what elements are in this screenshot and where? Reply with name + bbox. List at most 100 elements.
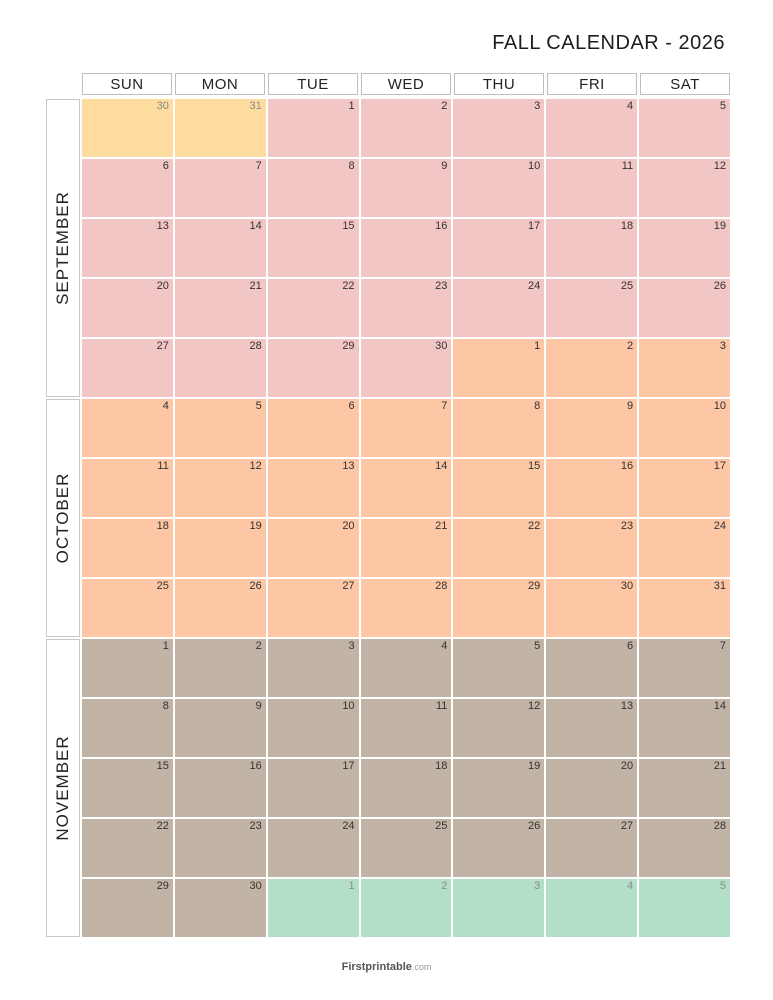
day-number: 21 [435, 520, 448, 532]
day-number: 16 [249, 760, 262, 772]
day-cell: 21 [360, 519, 452, 577]
day-number: 4 [627, 880, 634, 892]
day-number: 2 [441, 880, 448, 892]
day-number: 14 [249, 220, 262, 232]
day-cell: 29 [453, 579, 545, 637]
day-number: 3 [719, 340, 726, 352]
day-cell: 27 [546, 819, 638, 877]
weekday-header-sun: SUN [82, 73, 172, 95]
day-number: 18 [620, 220, 634, 232]
day-number: 2 [441, 100, 448, 112]
day-cell: 23 [546, 519, 638, 577]
day-cell: 4 [82, 399, 173, 457]
day-number: 13 [620, 700, 634, 712]
day-cell: 7 [360, 399, 452, 457]
day-cell: 3 [453, 99, 545, 157]
day-number: 15 [528, 460, 541, 472]
day-cell: 17 [639, 459, 730, 517]
day-number: 31 [713, 580, 726, 592]
day-cell: 1 [453, 339, 545, 397]
month-label-november: NOVEMBER [46, 639, 80, 937]
weekday-header-fri: FRI [547, 73, 637, 95]
day-number: 24 [528, 280, 541, 292]
footer-brand: Firstprintable.com [0, 961, 773, 973]
day-cell: 6 [82, 159, 173, 217]
day-cell: 26 [639, 279, 730, 337]
day-cell: 30 [546, 579, 638, 637]
day-cell: 9 [546, 399, 638, 457]
day-cell: 11 [360, 699, 452, 757]
day-number: 1 [348, 880, 355, 892]
day-cell: 30 [82, 99, 173, 157]
day-number: 6 [627, 640, 634, 652]
day-cell: 14 [174, 219, 266, 277]
day-number: 17 [713, 460, 726, 472]
day-number: 20 [620, 760, 634, 772]
day-cell: 12 [453, 699, 545, 757]
day-number: 18 [435, 760, 448, 772]
day-number: 11 [621, 160, 634, 172]
day-number: 5 [255, 400, 262, 412]
day-cell: 15 [82, 759, 173, 817]
day-number: 19 [249, 520, 262, 532]
day-cell: 30 [360, 339, 452, 397]
day-number: 26 [713, 280, 726, 292]
brand-domain: .com [411, 962, 432, 972]
day-number: 12 [528, 700, 541, 712]
day-cell: 1 [82, 639, 173, 697]
day-cell: 10 [453, 159, 545, 217]
day-number: 28 [249, 340, 262, 352]
day-number: 8 [534, 400, 541, 412]
day-number: 26 [249, 580, 262, 592]
day-number: 8 [348, 160, 355, 172]
day-cell: 16 [360, 219, 452, 277]
month-name: OCTOBER [53, 472, 72, 564]
day-cell: 13 [82, 219, 173, 277]
day-cell: 5 [639, 99, 730, 157]
day-cell: 6 [267, 399, 359, 457]
day-cell: 10 [267, 699, 359, 757]
day-cell: 5 [453, 639, 545, 697]
day-cell: 10 [639, 399, 730, 457]
day-number: 27 [156, 340, 169, 352]
month-name: NOVEMBER [53, 735, 72, 841]
day-cell: 7 [174, 159, 266, 217]
day-cell: 1 [267, 99, 359, 157]
day-number: 5 [719, 100, 726, 112]
day-number: 23 [435, 280, 448, 292]
day-cell: 23 [174, 819, 266, 877]
day-number: 21 [249, 280, 262, 292]
day-cell: 18 [82, 519, 173, 577]
day-cell: 17 [453, 219, 545, 277]
day-cell: 22 [267, 279, 359, 337]
day-cell: 5 [639, 879, 730, 937]
day-number: 14 [713, 700, 726, 712]
day-number: 26 [528, 820, 541, 832]
day-number: 21 [713, 760, 726, 772]
day-cell: 13 [267, 459, 359, 517]
day-cell: 9 [360, 159, 452, 217]
day-number: 3 [534, 880, 541, 892]
day-number: 15 [342, 220, 355, 232]
day-number: 22 [528, 520, 541, 532]
day-cell: 8 [453, 399, 545, 457]
day-number: 10 [713, 400, 726, 412]
day-cell: 2 [360, 99, 452, 157]
day-number: 15 [156, 760, 169, 772]
day-cell: 12 [174, 459, 266, 517]
day-cell: 1 [267, 879, 359, 937]
day-number: 30 [156, 100, 169, 112]
day-number: 17 [342, 760, 355, 772]
day-number: 20 [342, 520, 355, 532]
day-number: 12 [249, 460, 262, 472]
day-number: 9 [441, 160, 448, 172]
day-number: 2 [255, 640, 262, 652]
day-number: 5 [534, 640, 541, 652]
day-number: 7 [255, 160, 262, 172]
day-number: 9 [255, 700, 262, 712]
day-cell: 3 [267, 639, 359, 697]
day-number: 11 [157, 460, 169, 472]
day-number: 1 [348, 100, 355, 112]
day-cell: 28 [174, 339, 266, 397]
day-cell: 4 [546, 99, 638, 157]
